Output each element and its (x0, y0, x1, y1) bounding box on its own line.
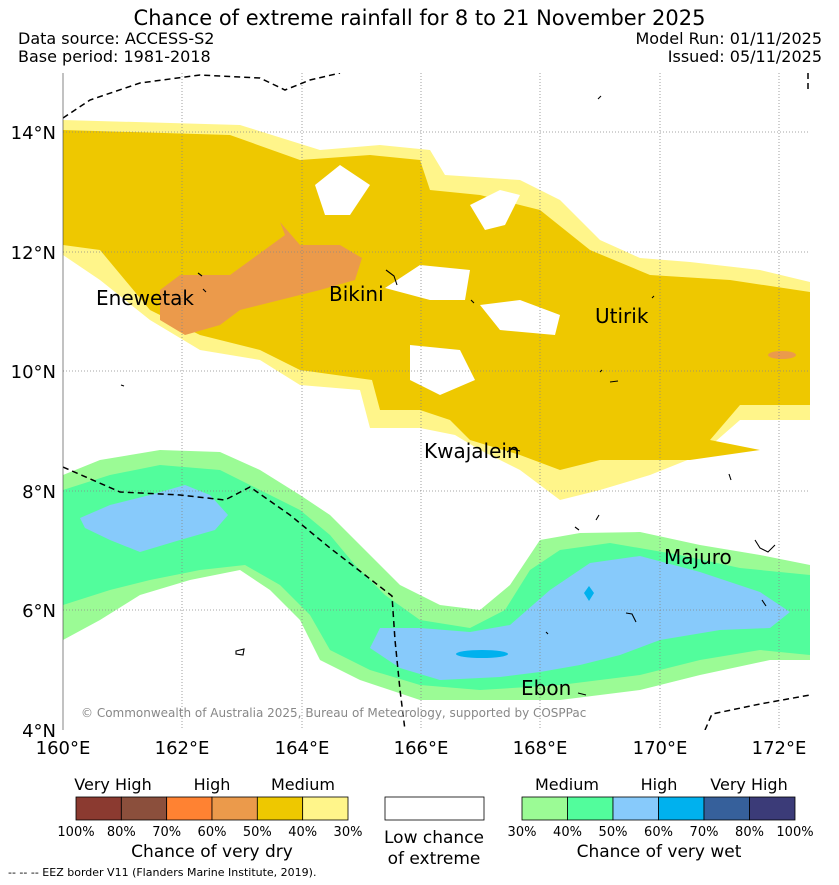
x-tick-label: 160°E (36, 738, 91, 759)
dry-colorbar-tick: 70% (152, 825, 181, 840)
dry-colorbar-swatch (302, 796, 349, 821)
wet-colorbar-swatch (749, 796, 796, 821)
dry-colorbar-tick: 80% (107, 825, 136, 840)
dry-50-region (160, 222, 362, 335)
dry-colorbar-swatch (75, 796, 122, 821)
dry-colorbar: Very High High Medium 100% 80% 70% 60% 50% 40… (57, 775, 362, 862)
y-tick-label: 8°N (22, 482, 56, 503)
dry-colorbar-swatch (211, 796, 258, 821)
low-chance-label-2: of extreme (388, 849, 481, 869)
place-bikini: Bikini (329, 282, 384, 306)
y-tick-label: 10°N (11, 362, 56, 383)
y-tick-label: 12°N (11, 243, 56, 264)
wet-colorbar-tick: 100% (776, 825, 813, 840)
wet-colorbar-swatch (521, 796, 568, 821)
wet-colorbar-swatch (703, 796, 750, 821)
wet-colorbar: Medium High Very High 30% 40% 50% 60% 70% 80%… (508, 775, 814, 862)
base-period: Base period: 1981-2018 (18, 47, 211, 66)
wet-header-high: High (641, 775, 678, 794)
wet-colorbar-tick: 60% (644, 825, 673, 840)
eez-footnote: -- -- -- EEZ border V11 (Flanders Marine… (8, 866, 317, 879)
dry-colorbar-title: Chance of very dry (131, 842, 293, 862)
wet-60-region (584, 586, 594, 601)
dry-colorbar-swatch (166, 796, 213, 821)
wet-colorbar-swatch (658, 796, 705, 821)
place-utirik: Utirik (595, 304, 649, 328)
low-chance-label-1: Low chance (384, 828, 484, 848)
dry-colorbar-tick: 100% (57, 825, 94, 840)
wet-50-region (80, 485, 228, 552)
islands (120, 95, 776, 696)
x-tick-label: 164°E (275, 738, 330, 759)
wet-header-medium: Medium (535, 775, 599, 794)
dry-colorbar-swatch (256, 796, 304, 821)
rainfall-field (63, 120, 810, 700)
dry-50-region (768, 351, 796, 359)
y-tick-label: 4°N (22, 721, 56, 742)
dry-colorbar-tick: 50% (243, 825, 272, 840)
wet-colorbar-title: Chance of very wet (577, 842, 742, 862)
map-title: Chance of extreme rainfall for 8 to 21 N… (133, 6, 706, 30)
y-axis: 14°N 12°N 10°N 8°N 6°N 4°N (11, 123, 56, 742)
wet-colorbar-swatch (612, 796, 659, 821)
place-ebon: Ebon (521, 676, 571, 700)
dry-colorbar-tick: 30% (334, 825, 363, 840)
no-signal-hole (470, 190, 520, 230)
wet-colorbar-swatch (567, 796, 614, 821)
x-axis: 160°E 162°E 164°E 166°E 168°E 170°E 172°… (36, 738, 807, 759)
dry-header-medium: Medium (271, 775, 335, 794)
dry-colorbar-swatch (120, 796, 168, 821)
model-run: Model Run: 01/11/2025 (635, 29, 823, 48)
wet-header-very-high: Very High (710, 775, 787, 794)
dry-header-very-high: Very High (74, 775, 151, 794)
copyright-notice: © Commonwealth of Australia 2025, Bureau… (81, 706, 586, 720)
low-chance-swatch (384, 796, 485, 821)
wet-colorbar-tick: 70% (690, 825, 719, 840)
dry-colorbar-tick: 40% (288, 825, 317, 840)
data-source: Data source: ACCESS-S2 (18, 29, 215, 48)
place-kwajalein: Kwajalein (424, 439, 520, 463)
y-tick-label: 14°N (11, 123, 56, 144)
x-tick-label: 172°E (752, 738, 807, 759)
y-tick-label: 6°N (22, 601, 56, 622)
low-chance-legend: Low chance of extreme (384, 796, 485, 869)
wet-colorbar-tick: 40% (553, 825, 582, 840)
wet-50-region (370, 556, 790, 680)
no-signal-hole (480, 300, 560, 335)
x-tick-label: 168°E (513, 738, 568, 759)
no-signal-hole (410, 345, 475, 395)
x-tick-label: 170°E (633, 738, 688, 759)
dry-header-high: High (194, 775, 231, 794)
dry-colorbar-tick: 60% (198, 825, 227, 840)
wet-colorbar-tick: 80% (735, 825, 764, 840)
wet-colorbar-tick: 50% (599, 825, 628, 840)
x-tick-label: 166°E (394, 738, 449, 759)
x-tick-label: 162°E (155, 738, 210, 759)
no-signal-hole (385, 265, 470, 300)
place-majuro: Majuro (664, 545, 732, 569)
place-enewetak: Enewetak (96, 286, 194, 310)
eez-border (63, 73, 810, 730)
wet-60-region (456, 650, 508, 658)
wet-colorbar-tick: 30% (508, 825, 537, 840)
issued-date: Issued: 05/11/2025 (667, 47, 822, 66)
no-signal-hole (315, 165, 370, 215)
